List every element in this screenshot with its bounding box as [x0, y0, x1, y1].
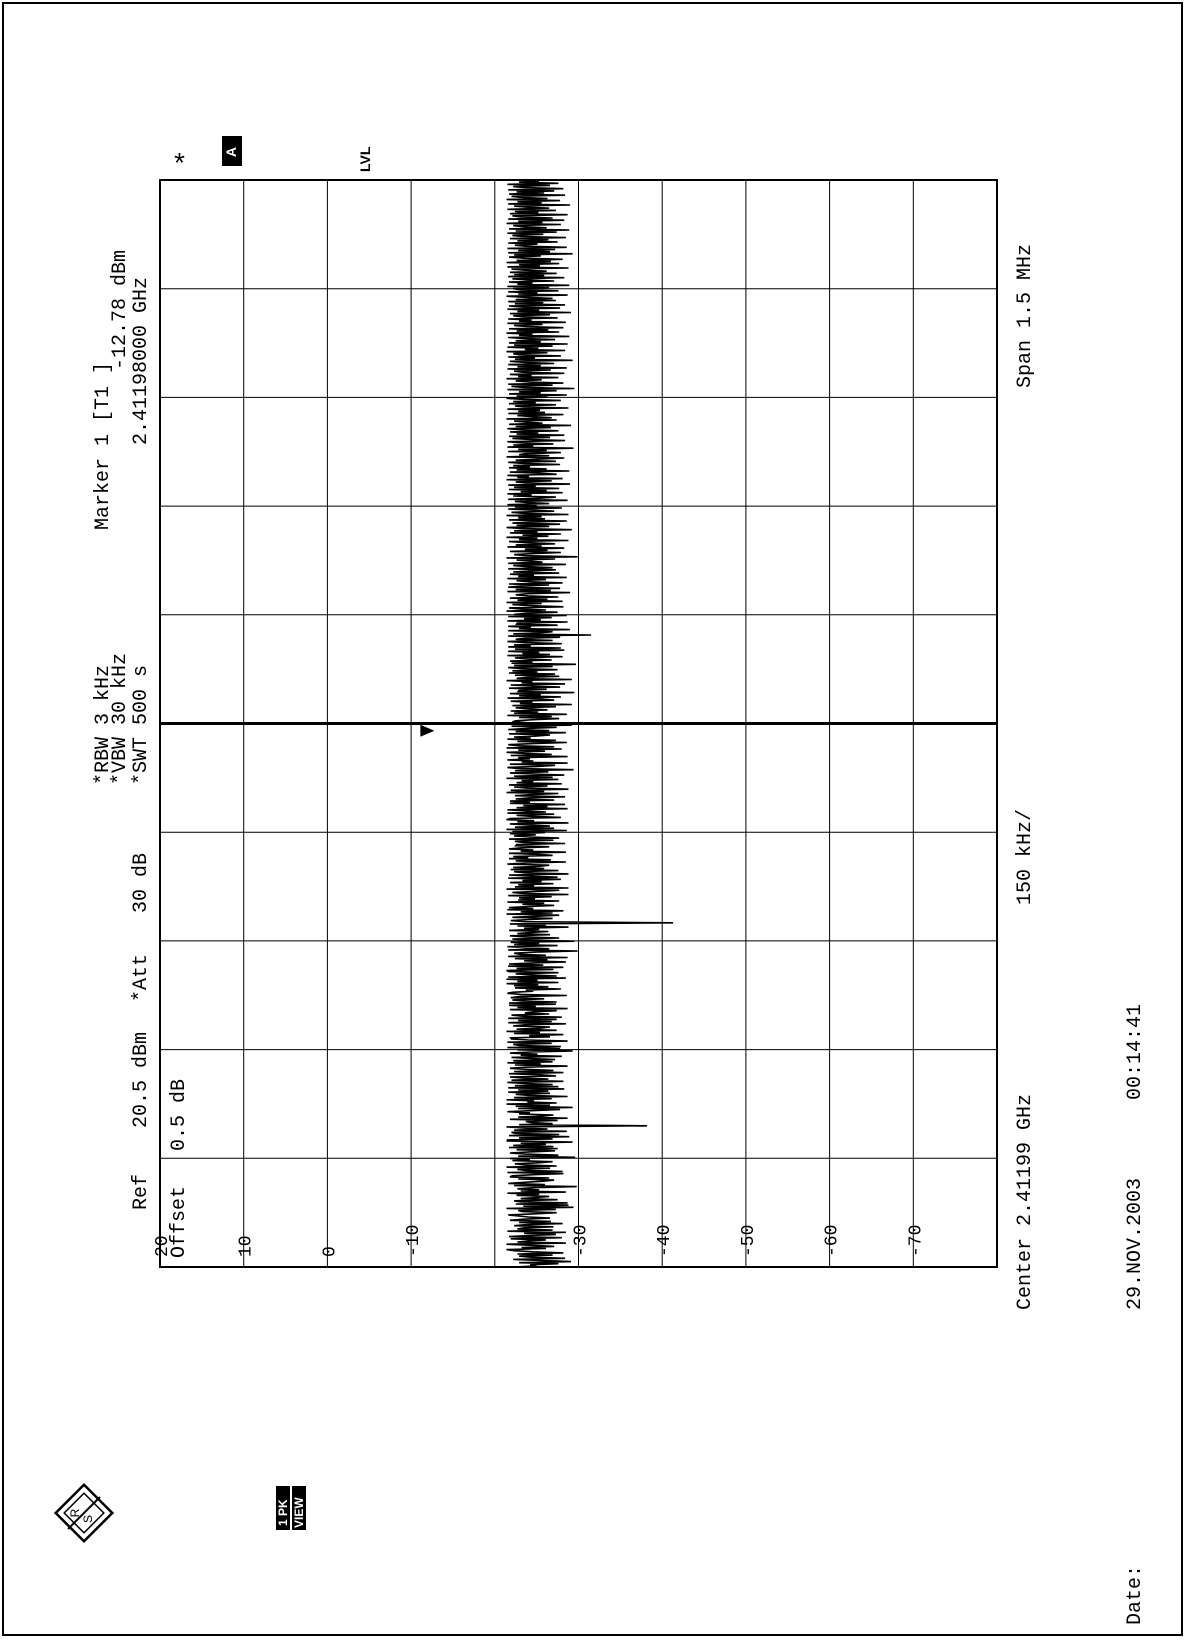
ref-value: 20.5 dBm — [130, 1032, 153, 1128]
y-tick-label: -50 — [739, 1225, 759, 1257]
y-tick-label: -70 — [906, 1225, 926, 1257]
y-tick-label: -10 — [404, 1225, 424, 1257]
trace-mode-1-bg — [276, 1486, 290, 1530]
marker-frequency: 2.41198000 GHz — [130, 277, 153, 445]
trace-mode-2-bg — [292, 1486, 306, 1530]
svg-text:S: S — [81, 1515, 95, 1523]
vbw-setting: *VBW 30 kHz — [109, 653, 132, 785]
center-frequency: Center 2.41199 GHz — [1014, 1094, 1037, 1310]
svg-text:R: R — [68, 1508, 82, 1517]
marker-level: -12.78 dBm — [109, 250, 132, 370]
time-value: 00:14:41 — [1124, 1004, 1147, 1100]
date-label: Date: — [1124, 1565, 1147, 1625]
y-tick-label: 10 — [237, 1235, 257, 1257]
span-setting: Span 1.5 MHz — [1014, 244, 1037, 388]
per-division: 150 kHz/ — [1014, 809, 1037, 905]
trace-line — [506, 179, 674, 1268]
marker-label: Marker 1 [T1 ] — [92, 362, 115, 530]
chart-grid — [159, 179, 998, 1268]
rohde-schwarz-logo: R S — [53, 1482, 115, 1544]
offset-value: 0.5 dB — [168, 1079, 191, 1151]
y-tick-label: -40 — [655, 1225, 675, 1257]
y-tick-label: -60 — [823, 1225, 843, 1257]
date-value: 29.NOV.2003 — [1124, 1178, 1147, 1310]
trace-mode-2: VIEW — [292, 1497, 306, 1528]
trace-mode-1: 1 PK — [276, 1499, 290, 1526]
rbw-setting: *RBW 3 kHz — [92, 665, 115, 785]
y-tick-label: -30 — [572, 1225, 592, 1257]
offset-label: Offset — [168, 1186, 191, 1258]
y-tick-labels: 20 10 0 -10 -30 -40 -50 -60 -70 — [153, 1225, 926, 1257]
a-badge-bg — [222, 136, 242, 166]
spectrum-trace — [506, 179, 674, 1268]
y-tick-label: 0 — [320, 1246, 340, 1257]
ref-label: Ref — [130, 1174, 153, 1210]
swt-setting: *SWT 500 s — [130, 665, 153, 785]
star-marker: * — [174, 147, 185, 178]
y-tick-label: 20 — [153, 1235, 173, 1257]
a-badge: A — [223, 147, 239, 157]
att-label: *Att — [130, 954, 153, 1002]
att-value: 30 dB — [130, 853, 153, 913]
lvl-label: LVL — [357, 146, 373, 172]
marker-triangle — [420, 724, 435, 737]
